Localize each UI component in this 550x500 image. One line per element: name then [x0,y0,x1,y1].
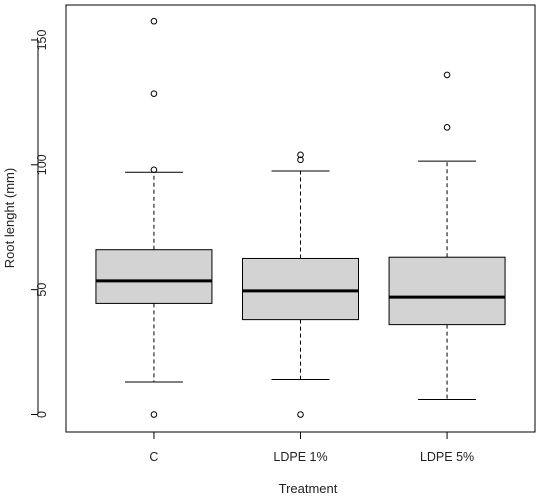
x-axis-title: Treatment [279,481,338,496]
outlier-point [297,411,304,418]
y-tick-label: 0 [35,411,49,418]
outlier-point [150,411,158,418]
box-iqr [388,256,506,326]
outlier-point [443,124,451,131]
y-axis: 0 50 100 150 [31,29,49,418]
box-1 [95,17,213,418]
outlier-point [150,166,158,174]
box-iqr [95,249,213,304]
box-3 [388,71,506,401]
outlier-point [150,17,158,25]
y-tick-label: 150 [35,29,49,50]
outlier-point [297,151,304,159]
y-axis-title: Root lenght (mm) [2,168,17,268]
y-tick-label: 50 [35,283,49,297]
y-tick-label: 100 [35,154,49,175]
outlier-point [297,156,304,164]
x-axis: C LDPE 1% LDPE 5% [149,431,474,464]
plot-frame [65,4,536,433]
outlier-point [443,71,451,79]
outlier-point [150,90,158,97]
x-tick-label: C [149,450,158,464]
boxes-layer [95,17,506,418]
x-tick-label: LDPE 5% [420,450,474,464]
box-2 [242,151,359,418]
x-tick-label: LDPE 1% [273,450,327,464]
box-iqr [242,257,359,321]
